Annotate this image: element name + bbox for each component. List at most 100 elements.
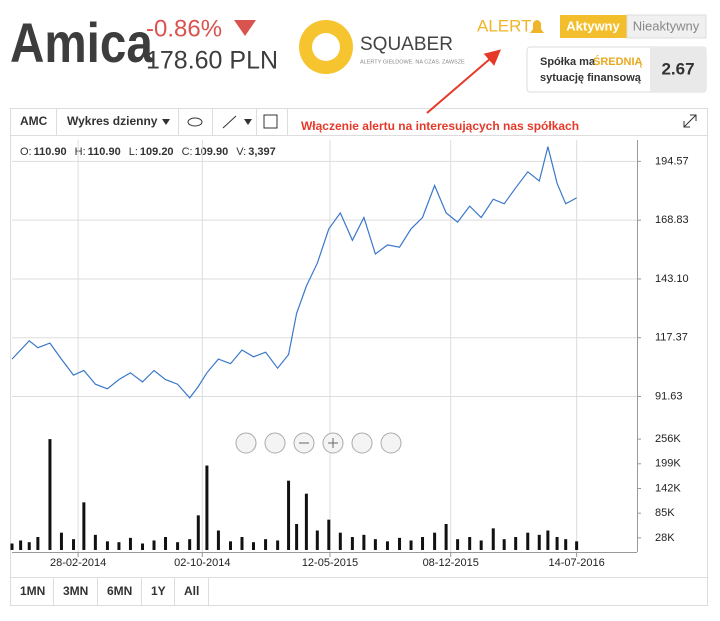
range-button[interactable]: 1Y <box>151 584 166 598</box>
ohlc-label: O: <box>20 146 32 158</box>
status-prefix: Spółka ma <box>540 56 596 68</box>
volume-bar <box>240 537 244 550</box>
volume-bar <box>564 539 568 550</box>
chart-frame <box>10 108 708 606</box>
volume-bar <box>176 542 180 550</box>
y-tick-label: 143.10 <box>655 273 689 285</box>
y-tick-label: 256K <box>655 433 681 445</box>
interval[interactable]: Wykres dzienny <box>67 114 158 128</box>
volume-bar <box>491 528 495 550</box>
y-tick-label: 91.63 <box>655 390 683 402</box>
navigator <box>235 432 402 454</box>
volume-bar <box>105 541 109 550</box>
volume-bar <box>338 532 342 550</box>
change: -0.86% <box>146 15 222 42</box>
volume-bar <box>456 539 460 550</box>
logo-icon-inner <box>312 33 340 61</box>
volume-bar <box>385 541 389 550</box>
volume-bar <box>537 534 541 550</box>
nav-next[interactable] <box>351 432 373 454</box>
score: 2.67 <box>661 59 694 78</box>
dropdown-icon[interactable] <box>162 119 170 125</box>
y-tick-label: 117.37 <box>655 332 688 344</box>
eye-icon[interactable] <box>187 117 203 127</box>
draw-icon[interactable] <box>222 115 237 129</box>
bell-icon[interactable] <box>530 20 544 33</box>
toggle-active-label[interactable]: Aktywny <box>566 18 620 33</box>
volume-bar <box>216 530 220 550</box>
range-button[interactable]: 1MN <box>20 584 45 598</box>
volume-bar <box>373 539 377 550</box>
volume-bar <box>59 532 63 550</box>
volume-bar <box>575 541 579 550</box>
status-suffix: sytuację finansową <box>540 72 642 84</box>
volume-bar <box>304 493 308 550</box>
toggle-inactive[interactable] <box>626 14 707 39</box>
alert-label[interactable]: ALERT <box>477 16 532 35</box>
ohlc-value: 110.90 <box>34 146 67 158</box>
ticker: Amica <box>10 12 154 74</box>
volume-bar <box>315 530 319 550</box>
down-arrow <box>234 20 256 36</box>
volume-bar <box>188 539 192 550</box>
volume-bar <box>82 502 86 550</box>
status-level: ŚREDNIĄ <box>593 55 643 68</box>
ohlc-label: L: <box>129 146 138 158</box>
volume-bar <box>421 537 425 550</box>
toggle-active[interactable] <box>560 15 627 38</box>
volume-bar <box>555 537 559 550</box>
range-button[interactable]: All <box>184 584 199 598</box>
shape-icon[interactable] <box>263 114 278 129</box>
volume-bar <box>205 465 209 550</box>
ohlc-value: 109.20 <box>140 146 174 158</box>
volume-bar <box>433 532 437 550</box>
volume-bar <box>141 543 145 550</box>
ohlc-value: 109.90 <box>195 146 229 158</box>
ohlc-label: V: <box>236 146 246 158</box>
x-tick-label: 12-05-2015 <box>302 557 358 569</box>
price: 178.60 PLN <box>146 47 278 75</box>
y-tick-label: 199K <box>655 458 681 470</box>
annotation: Włączenie alertu na interesujących nas s… <box>301 119 579 133</box>
volume-bar <box>117 542 121 550</box>
volume-bar <box>295 524 299 550</box>
ohlc-value: 110.90 <box>88 146 121 158</box>
nav-first[interactable] <box>235 432 257 454</box>
plot: 91.63 117.37 143.10 168.83 194.57 28-02-2014 0… <box>10 140 689 569</box>
range-button[interactable]: 6MN <box>107 584 132 598</box>
y-tick-label: 28K <box>655 532 675 544</box>
annotation-arrow <box>426 49 502 114</box>
fullscreen-icon[interactable] <box>683 114 697 128</box>
dropdown-icon[interactable] <box>244 119 252 125</box>
volume-bar <box>93 534 97 550</box>
nav-prev[interactable] <box>264 432 286 454</box>
volume-bar <box>479 540 483 550</box>
volume-bar <box>27 542 31 550</box>
volume-bar <box>228 541 232 550</box>
price-line <box>11 146 577 399</box>
range-button[interactable]: 3MN <box>63 584 88 598</box>
ohlc: O: 110.90 H: 110.90 L: 109.20 C: 109.90 V: 3,397 <box>20 146 276 158</box>
volume-bar <box>398 537 402 550</box>
volume-bar <box>251 542 255 550</box>
x-tick-label: 14-07-2016 <box>548 557 604 569</box>
nav-last[interactable] <box>380 432 402 454</box>
logo-text: SQUABER <box>360 34 453 55</box>
y-tick-label: 85K <box>655 507 675 519</box>
volume-bar <box>164 537 168 550</box>
volume-bar <box>128 537 132 550</box>
volume-bar <box>444 524 448 550</box>
toggle-inactive-label[interactable]: Nieaktywny <box>633 18 700 33</box>
symbol[interactable]: AMC <box>20 114 48 128</box>
nav-symbols <box>299 438 338 448</box>
ranges: 1MN 3MN 6MN 1Y All <box>20 578 209 606</box>
volume-bar <box>264 539 268 550</box>
y-tick-label: 168.83 <box>655 214 689 226</box>
volume-bar <box>526 532 530 550</box>
x-tick-label: 02-10-2014 <box>174 557 230 569</box>
volume-bar <box>327 519 331 550</box>
volume-bar <box>36 537 40 550</box>
volume-bar <box>546 530 550 550</box>
volume-bar <box>196 515 200 550</box>
